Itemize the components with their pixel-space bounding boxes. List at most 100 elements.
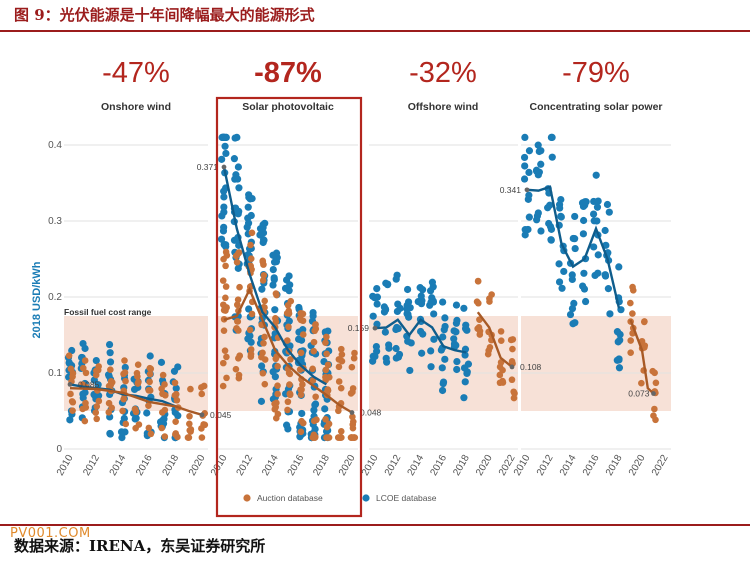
lcoe-point (548, 133, 556, 141)
auction-point (349, 424, 357, 432)
lcoe-point (321, 405, 329, 413)
lcoe-point (525, 168, 533, 176)
lcoe-point (68, 346, 76, 355)
value-label: 0.085 (78, 379, 100, 389)
lcoe-point (520, 175, 529, 183)
auction-point (510, 394, 518, 402)
lcoe-point (579, 282, 587, 290)
auction-point (323, 333, 330, 341)
auction-point (107, 381, 115, 389)
x-tick-label: 2020 (627, 453, 648, 478)
auction-point (334, 434, 342, 441)
auction-point (121, 369, 129, 376)
auction-point (234, 296, 242, 304)
auction-point (105, 399, 113, 407)
auction-point (499, 379, 507, 386)
auction-point (158, 424, 166, 432)
auction-point (171, 379, 179, 387)
x-tick-label: 2010 (55, 453, 76, 478)
lcoe-point (271, 306, 279, 314)
lcoe-point (394, 300, 402, 308)
lcoe-point (450, 327, 458, 335)
lcoe-point (309, 308, 317, 317)
lcoe-point (534, 209, 542, 217)
auction-point (287, 297, 295, 305)
auction-point (641, 342, 649, 349)
auction-point (322, 415, 329, 423)
lcoe-point (259, 221, 267, 229)
lcoe-point (285, 317, 293, 325)
lcoe-point (525, 213, 533, 221)
auction-point (349, 413, 356, 421)
auction-point (95, 397, 103, 405)
lcoe-point (66, 416, 74, 424)
lcoe-point (463, 369, 471, 378)
lcoe-point (222, 241, 230, 249)
auction-point (261, 380, 269, 388)
auction-point (336, 356, 344, 363)
lcoe-point (594, 251, 602, 259)
auction-point (310, 338, 318, 346)
lcoe-point (381, 306, 390, 314)
auction-point (297, 428, 305, 436)
auction-point (187, 385, 194, 393)
auction-point (198, 390, 206, 398)
auction-point (219, 382, 227, 390)
auction-point (248, 229, 256, 237)
auction-point (234, 318, 242, 325)
auction-point (107, 366, 114, 374)
lcoe-point (547, 236, 555, 244)
lcoe-point (235, 184, 243, 192)
auction-point (629, 310, 636, 317)
lcoe-point (157, 358, 166, 366)
lcoe-point (532, 166, 541, 174)
lcoe-point (130, 385, 139, 394)
lcoe-point (521, 162, 529, 170)
chart-area: 0.085 0.045 0.371 0.048 0.159 0.108 0.341 0.073… (31, 57, 671, 518)
lcoe-point (283, 421, 291, 429)
legend-swatch (362, 494, 370, 502)
legend-label: Auction database (257, 493, 323, 503)
auction-point (68, 398, 76, 405)
x-tick-label: 2020 (337, 453, 358, 478)
lcoe-point (392, 344, 400, 353)
lcoe-point (392, 275, 400, 283)
auction-point (121, 357, 128, 364)
lcoe-point (259, 236, 268, 244)
value-marker (524, 187, 530, 193)
lcoe-point (464, 360, 473, 368)
auction-point (337, 428, 345, 435)
lcoe-point (94, 381, 102, 389)
auction-point (283, 309, 291, 317)
value-marker (199, 412, 205, 418)
auction-point (286, 370, 294, 378)
lcoe-point (219, 227, 228, 235)
auction-point (67, 390, 74, 398)
lcoe-point (453, 357, 461, 366)
lcoe-point (393, 323, 401, 332)
lcoe-point (548, 153, 556, 161)
lcoe-point (555, 278, 564, 286)
lcoe-point (560, 267, 568, 276)
lcoe-point (222, 149, 230, 158)
lcoe-point (524, 225, 532, 234)
lcoe-point (419, 330, 427, 338)
lcoe-point (372, 343, 380, 351)
change-percent: -87% (254, 57, 322, 89)
lcoe-point (311, 401, 319, 409)
auction-point (220, 359, 227, 367)
lcoe-point (373, 285, 381, 293)
auction-point (508, 376, 516, 384)
lcoe-point (285, 272, 293, 280)
x-tick-label: 2012 (81, 453, 102, 478)
lcoe-point (614, 338, 622, 346)
lcoe-point (270, 258, 279, 266)
lcoe-point (556, 204, 564, 212)
auction-point (259, 257, 267, 265)
auction-point (496, 363, 504, 371)
lcoe-point (520, 153, 529, 162)
lcoe-point (295, 303, 303, 312)
lcoe-point (441, 355, 449, 363)
x-tick-label: 2014 (406, 453, 427, 478)
lcoe-point (461, 325, 470, 333)
